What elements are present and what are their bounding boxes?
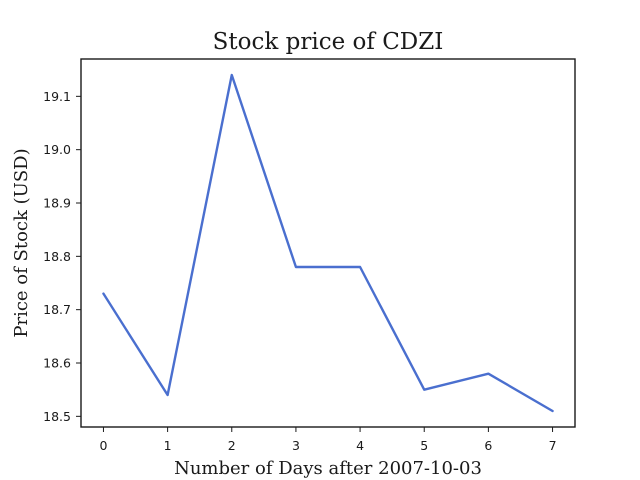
x-tick-label: 5 [420, 438, 428, 453]
x-axis: 0 1 2 3 4 5 6 7 [99, 427, 557, 453]
y-tick-label: 18.8 [43, 249, 71, 264]
x-tick-label: 7 [549, 438, 557, 453]
y-tick-label: 19.1 [43, 89, 71, 104]
y-tick-label: 18.7 [43, 302, 71, 317]
y-axis-label: Price of Stock (USD) [11, 148, 32, 337]
y-tick-label: 18.9 [43, 196, 71, 211]
y-tick-label: 18.5 [43, 409, 71, 424]
x-tick-label: 6 [484, 438, 492, 453]
x-tick-label: 0 [99, 438, 107, 453]
price-series-line [102, 73, 554, 413]
x-tick-label: 2 [228, 438, 236, 453]
y-axis: 18.5 18.6 18.7 18.8 18.9 19.0 19.1 [43, 89, 81, 424]
y-tick-label: 19.0 [43, 142, 71, 157]
x-axis-label: Number of Days after 2007-10-03 [174, 458, 482, 479]
x-tick-label: 4 [356, 438, 364, 453]
y-tick-label: 18.6 [43, 356, 71, 371]
x-tick-label: 1 [164, 438, 172, 453]
x-tick-label: 3 [292, 438, 300, 453]
plot-area [80, 58, 576, 428]
chart-title: Stock price of CDZI [213, 29, 444, 55]
